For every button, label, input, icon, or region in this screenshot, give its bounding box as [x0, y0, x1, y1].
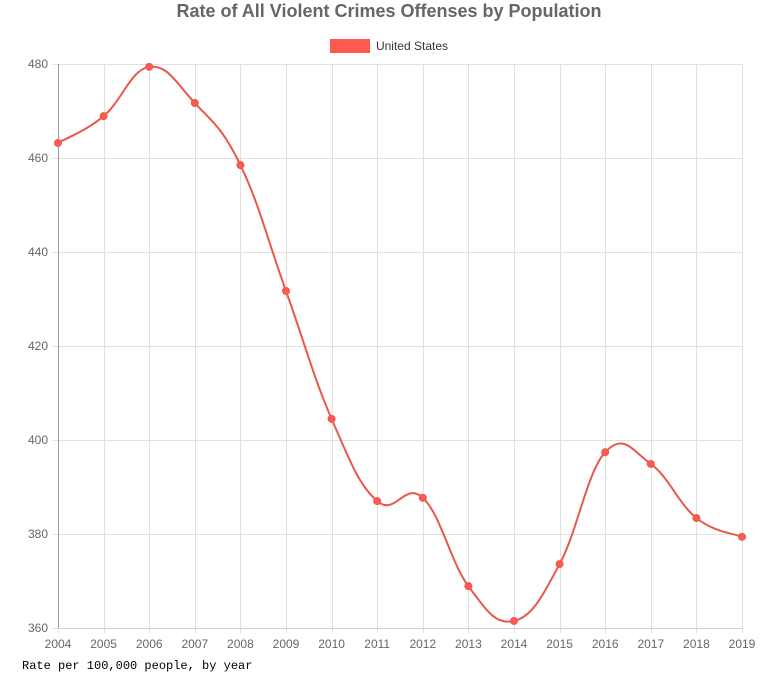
data-point-2015[interactable] [555, 560, 564, 569]
x-tick-label: 2018 [683, 637, 710, 651]
data-point-2014[interactable] [510, 616, 518, 625]
x-tick-label: 2019 [729, 637, 756, 651]
x-tick-label: 2009 [273, 637, 300, 651]
data-point-2013[interactable] [464, 582, 473, 591]
data-points [54, 62, 746, 625]
x-tick-label: 2010 [318, 637, 345, 651]
x-tick-label: 2011 [364, 637, 390, 651]
y-tick-label: 480 [28, 57, 48, 71]
data-point-2018[interactable] [692, 514, 701, 523]
data-point-2004[interactable] [54, 138, 62, 147]
data-point-2019[interactable] [738, 532, 746, 541]
axes [58, 64, 742, 629]
y-tick-labels: 480 460 440 420 400 380 360 [28, 57, 48, 635]
x-tick-label: 2012 [409, 637, 436, 651]
x-tick-label: 2017 [637, 637, 664, 651]
data-point-2010[interactable] [327, 414, 336, 423]
chart-caption: Rate per 100,000 people, by year [22, 659, 253, 673]
chart-title: Rate of All Violent Crimes Offenses by P… [176, 1, 602, 21]
y-tick-label: 420 [28, 339, 48, 353]
data-point-2017[interactable] [646, 459, 655, 468]
x-tick-label: 2016 [592, 637, 619, 651]
grid [53, 64, 743, 633]
y-tick-label: 440 [28, 245, 48, 259]
data-point-2016[interactable] [601, 448, 610, 457]
x-tick-label: 2014 [501, 637, 528, 651]
x-tick-label: 2006 [136, 637, 163, 651]
y-tick-label: 360 [28, 621, 48, 635]
x-tick-label: 2005 [90, 637, 117, 651]
data-point-2011[interactable] [373, 497, 382, 506]
legend-swatch-united-states[interactable] [329, 39, 370, 53]
y-tick-label: 460 [28, 151, 48, 165]
x-tick-label: 2008 [227, 637, 254, 651]
legend-label-united-states[interactable]: United States [375, 39, 449, 53]
data-point-2009[interactable] [282, 287, 290, 296]
x-tick-labels: 2004 2005 2006 2007 2008 2009 2010 2011 2012 2013… [45, 637, 756, 651]
series-line-united-states [57, 65, 743, 623]
x-tick-label: 2004 [45, 637, 72, 651]
legend[interactable]: United States [0, 39, 778, 53]
x-tick-label: 2015 [546, 637, 573, 651]
y-tick-label: 380 [28, 527, 48, 541]
x-tick-label: 2013 [455, 637, 482, 651]
data-point-2007[interactable] [190, 99, 199, 108]
data-point-2012[interactable] [418, 493, 427, 502]
data-point-2006[interactable] [145, 62, 154, 71]
y-tick-label: 400 [28, 433, 48, 447]
data-point-2005[interactable] [99, 112, 108, 121]
data-point-2008[interactable] [236, 161, 245, 170]
x-tick-label: 2007 [181, 637, 208, 651]
